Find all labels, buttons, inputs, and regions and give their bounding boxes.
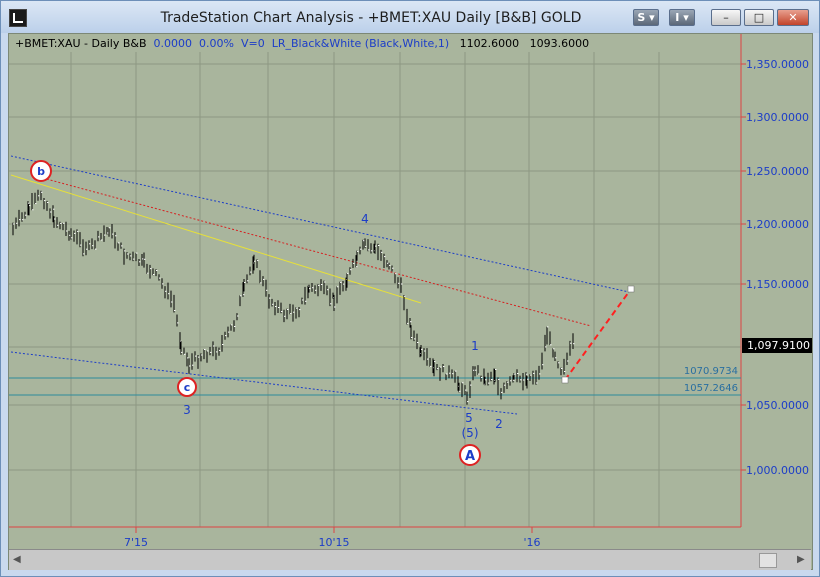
last-price-badge <box>742 338 812 353</box>
wave-A-label: A <box>465 449 475 464</box>
time-axis[interactable]: 7'15 10'15 '16 <box>124 527 541 549</box>
wave-5-paren-label: (5) <box>462 426 479 440</box>
style-menu-button[interactable]: S ▾ <box>633 9 659 26</box>
wave-1-label: 1 <box>471 339 479 353</box>
wave-b-marker <box>30 160 52 182</box>
last-price-label: 1,097.9100 <box>747 339 810 352</box>
price-tick: 1,000.0000 <box>746 464 809 477</box>
scroll-thumb[interactable] <box>759 553 777 568</box>
wave-labels: b c 3 4 1 2 5 (5) A <box>30 160 503 466</box>
price-tick: 1,350.0000 <box>746 58 809 71</box>
wave-b-label: b <box>37 165 45 178</box>
symbol-label: +BMET:XAU - Daily B&B <box>15 37 147 50</box>
insert-menu-button[interactable]: I ▾ <box>669 9 695 26</box>
status-line: +BMET:XAU - Daily B&B 0.0000 0.00% V=0 L… <box>15 37 589 50</box>
wave-5-label: 5 <box>465 411 473 425</box>
maximize-button[interactable]: □ <box>744 9 774 26</box>
wave-c-marker <box>177 377 197 397</box>
change-label: 0.0000 <box>153 37 193 50</box>
level-label-1: 1070.9734 <box>684 366 738 377</box>
indicator-label: LR_Black&White (Black,White,1) <box>271 37 450 50</box>
grid <box>9 52 741 527</box>
price-tick: 1,250.0000 <box>746 165 809 178</box>
scroll-right-icon[interactable]: ▶ <box>797 554 805 565</box>
upper-channel-line[interactable] <box>10 155 630 293</box>
lower-channel-line[interactable] <box>10 351 518 415</box>
wave-2-label: 2 <box>495 417 503 431</box>
price-tick: 1,200.0000 <box>746 218 809 231</box>
projection-line[interactable] <box>564 288 632 381</box>
price-axis[interactable]: 1,350.0000 1,300.0000 1,250.0000 1,200.0… <box>741 58 809 477</box>
chart-area[interactable]: 1070.9734 1057.2646 b c 3 4 1 2 <box>8 33 813 570</box>
title-bar[interactable]: TradeStation Chart Analysis - +BMET:XAU … <box>1 1 819 33</box>
window-title: TradeStation Chart Analysis - +BMET:XAU … <box>160 10 582 26</box>
time-label: 10'15 <box>318 536 349 549</box>
high-label: 1102.6000 <box>459 37 520 50</box>
price-chart[interactable]: 1070.9734 1057.2646 b c 3 4 1 2 <box>9 34 812 549</box>
close-button[interactable]: ✕ <box>777 9 809 26</box>
yellow-trend-line[interactable] <box>10 174 422 304</box>
level-label-2: 1057.2646 <box>684 383 738 394</box>
minimize-button[interactable]: – <box>711 9 741 26</box>
horizontal-scrollbar[interactable]: ◀ ▶ <box>9 549 811 570</box>
change-pct-label: 0.00% <box>199 37 234 50</box>
low-label: 1093.6000 <box>529 37 590 50</box>
price-bars[interactable] <box>12 189 575 405</box>
wave-3-label: 3 <box>183 403 191 417</box>
app-icon <box>9 9 27 27</box>
red-trend-line[interactable] <box>38 176 592 327</box>
price-tick: 1,150.0000 <box>746 278 809 291</box>
scroll-left-icon[interactable]: ◀ <box>13 554 21 565</box>
volume-label: V=0 <box>240 37 265 50</box>
wave-c-label: c <box>184 381 191 394</box>
projection-start-handle[interactable] <box>561 376 569 384</box>
price-tick: 1,300.0000 <box>746 111 809 124</box>
wave-A-marker <box>459 444 481 466</box>
price-tick: 1,050.0000 <box>746 399 809 412</box>
wave-4-label: 4 <box>361 212 369 226</box>
time-label: '16 <box>523 536 540 549</box>
projection-end-handle[interactable] <box>627 285 635 293</box>
time-label: 7'15 <box>124 536 148 549</box>
